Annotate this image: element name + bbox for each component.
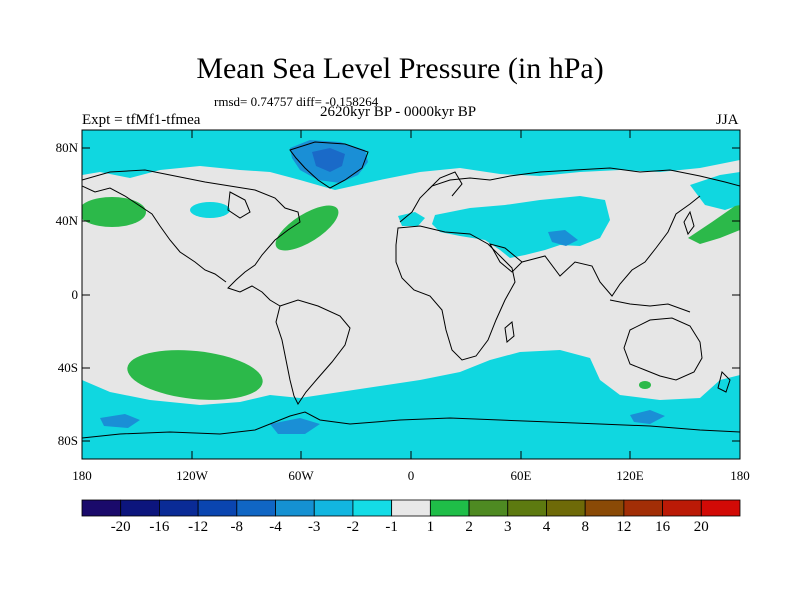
colorbar-label-14: 16 bbox=[655, 519, 671, 535]
pacific-north-negative bbox=[690, 172, 740, 210]
west-pacific-high bbox=[688, 205, 740, 244]
x-tick-120w: 120W bbox=[176, 468, 208, 483]
colorbar-label-2: -12 bbox=[188, 519, 209, 535]
australia-coast bbox=[623, 317, 703, 381]
north-america-coast bbox=[82, 169, 301, 307]
colorbar-swatch-16 bbox=[700, 499, 741, 517]
scandinavia-coast bbox=[427, 171, 463, 197]
greenland-coast bbox=[289, 141, 369, 189]
axis-ticks bbox=[81, 130, 741, 459]
hudson-bay bbox=[227, 191, 251, 219]
colorbar bbox=[81, 499, 741, 517]
colorbar-swatch-12 bbox=[546, 499, 586, 517]
arctic-negative-region bbox=[82, 130, 740, 190]
x-tick-180w: 180 bbox=[72, 468, 92, 483]
y-tick-40s: 40S bbox=[57, 360, 78, 375]
colorbar-swatch-3 bbox=[197, 499, 238, 517]
y-tick-40n: 40N bbox=[55, 213, 78, 228]
season-label: JJA bbox=[716, 112, 739, 128]
x-tick-180e: 180 bbox=[730, 468, 750, 483]
colorbar-swatch-2 bbox=[159, 499, 199, 517]
stats-text: rmsd= 0.74757 diff= -0.158264 bbox=[214, 94, 379, 109]
y-tick-0: 0 bbox=[71, 287, 79, 302]
colorbar-swatch-6 bbox=[313, 499, 354, 517]
atlantic-negative-patch bbox=[190, 202, 230, 218]
x-tick-0: 0 bbox=[407, 468, 415, 483]
southern-low-1 bbox=[100, 414, 140, 428]
greenland-low-core bbox=[312, 148, 345, 172]
colorbar-label-0: -20 bbox=[110, 519, 131, 535]
x-tick-60e: 60E bbox=[510, 468, 532, 483]
colorbar-label-3: -8 bbox=[230, 519, 244, 535]
period-text: 2620kyr BP - 0000kyr BP bbox=[320, 104, 477, 120]
arabia-coast bbox=[488, 243, 523, 273]
coastlines bbox=[82, 141, 740, 439]
colorbar-label-12: 8 bbox=[581, 519, 589, 535]
x-tick-120e: 120E bbox=[616, 468, 644, 483]
southern-low-2 bbox=[270, 418, 320, 434]
colorbar-swatch-13 bbox=[584, 499, 625, 517]
southern-ocean-negative bbox=[82, 350, 740, 459]
colorbar-swatch-9 bbox=[429, 499, 470, 517]
colorbar-swatch-7 bbox=[352, 499, 393, 517]
small-positive-patch bbox=[639, 381, 651, 389]
colorbar-label-9: 2 bbox=[465, 519, 473, 535]
colorbar-swatch-15 bbox=[662, 499, 702, 517]
colorbar-swatch-8 bbox=[391, 499, 431, 517]
north-atlantic-high bbox=[275, 205, 339, 251]
new-zealand-coast bbox=[717, 371, 731, 393]
colorbar-swatch-10 bbox=[468, 499, 509, 517]
europe-coast bbox=[399, 167, 740, 223]
asia-low-core bbox=[548, 230, 578, 246]
colorbar-swatch-11 bbox=[507, 499, 547, 517]
colorbar-label-1: -16 bbox=[149, 519, 170, 535]
asia-south-coast bbox=[521, 195, 701, 297]
colorbar-label-4: -4 bbox=[269, 519, 282, 535]
southern-low-3 bbox=[630, 410, 665, 424]
japan-coast bbox=[683, 210, 695, 236]
experiment-label: Expt = tfMf1-tfmea bbox=[82, 112, 201, 128]
colorbar-swatch-5 bbox=[275, 499, 315, 517]
y-tick-80s: 80S bbox=[57, 433, 78, 448]
madagascar-coast bbox=[504, 321, 515, 343]
colorbar-swatch-14 bbox=[623, 499, 663, 517]
colorbar-label-7: -1 bbox=[385, 519, 398, 535]
colorbar-label-6: -2 bbox=[346, 519, 360, 535]
colorbar-label-11: 4 bbox=[542, 519, 551, 535]
colorbar-swatch-4 bbox=[236, 499, 276, 517]
north-pacific-high bbox=[82, 197, 146, 227]
colorbar-swatch-1 bbox=[120, 499, 160, 517]
indonesia-coast bbox=[609, 299, 691, 313]
x-tick-60w: 60W bbox=[288, 468, 314, 483]
map-title: Mean Sea Level Pressure (in hPa) bbox=[196, 52, 604, 85]
europe-negative-patch bbox=[398, 212, 425, 226]
colorbar-label-10: 3 bbox=[504, 519, 512, 535]
colorbar-label-13: 12 bbox=[616, 519, 632, 535]
y-tick-80n: 80N bbox=[55, 140, 78, 155]
south-pacific-high bbox=[127, 350, 263, 400]
south-america-coast bbox=[275, 299, 351, 405]
colorbar-label-5: -3 bbox=[307, 519, 321, 535]
africa-coast bbox=[395, 225, 516, 361]
colorbar-label-8: 1 bbox=[426, 519, 435, 535]
alaska-coast bbox=[82, 185, 227, 283]
antarctica-coast bbox=[82, 411, 740, 439]
colorbar-label-15: 20 bbox=[693, 519, 709, 535]
colorbar-swatch-0 bbox=[81, 499, 122, 517]
